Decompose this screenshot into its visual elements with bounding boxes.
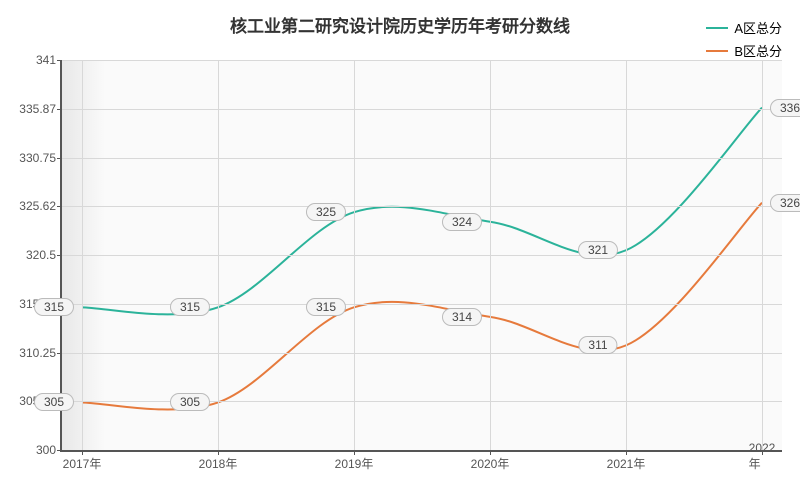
gridline-v — [762, 60, 763, 450]
gridline-h — [62, 109, 782, 110]
gridline-h — [62, 353, 782, 354]
gridline-v — [218, 60, 219, 450]
data-label: 311 — [578, 336, 617, 354]
y-tick-label: 320.5 — [12, 248, 56, 262]
gridline-h — [62, 158, 782, 159]
x-tick-label: 2017年 — [63, 455, 102, 472]
gridline-v — [490, 60, 491, 450]
data-label: 315 — [170, 298, 210, 316]
y-tick-label: 335.87 — [12, 102, 56, 116]
legend-label-a: A区总分 — [734, 18, 782, 37]
data-label: 305 — [170, 393, 210, 411]
gridline-v — [82, 60, 83, 450]
chart-container: 核工业第二研究设计院历史学历年考研分数线 A区总分 B区总分 300305.12… — [0, 0, 800, 500]
data-label: 324 — [442, 213, 482, 231]
x-tick-label: 2019年 — [335, 455, 374, 472]
data-label: 336 — [770, 99, 800, 117]
legend-swatch-b — [706, 50, 728, 52]
data-label: 314 — [442, 308, 482, 326]
chart-title: 核工业第二研究设计院历史学历年考研分数线 — [0, 0, 800, 37]
gridline-v — [354, 60, 355, 450]
data-label: 305 — [34, 393, 74, 411]
y-tick-label: 310.25 — [12, 346, 56, 360]
y-tick-label: 325.62 — [12, 199, 56, 213]
legend-item-a: A区总分 — [706, 18, 782, 37]
gridline-v — [626, 60, 627, 450]
data-label: 315 — [306, 298, 346, 316]
y-tick-label: 341 — [12, 53, 56, 67]
x-tick-label: 2021年 — [607, 455, 646, 472]
data-label: 315 — [34, 298, 74, 316]
plot-area: 300305.12310.25315.37320.5325.62330.7533… — [60, 60, 782, 452]
gridline-h — [62, 60, 782, 61]
legend-swatch-a — [706, 27, 728, 29]
y-tick-label: 330.75 — [12, 151, 56, 165]
legend: A区总分 B区总分 — [706, 18, 782, 64]
data-label: 326 — [770, 194, 800, 212]
x-tick-label: 2020年 — [471, 455, 510, 472]
x-tick-label: 2018年 — [199, 455, 238, 472]
data-label: 325 — [306, 203, 346, 221]
legend-item-b: B区总分 — [706, 41, 782, 60]
y-tick-label: 300 — [12, 443, 56, 457]
gridline-h — [62, 206, 782, 207]
data-label: 321 — [578, 241, 618, 259]
legend-label-b: B区总分 — [734, 41, 782, 60]
series-line — [82, 108, 762, 315]
gridline-h — [62, 255, 782, 256]
